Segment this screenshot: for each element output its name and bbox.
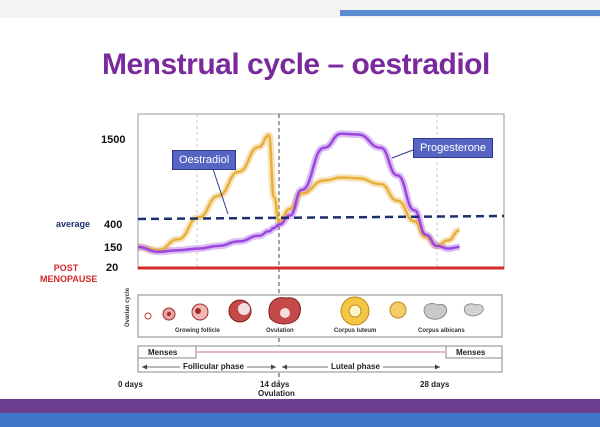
top-accent-bar	[340, 10, 600, 16]
menses-label-start: Menses	[148, 348, 178, 357]
y-tick-label-400: 400	[104, 219, 123, 231]
stage-corpus-albicans: Corpus albicans	[418, 328, 465, 334]
stage-growing-follicle: Growing follicle	[175, 328, 221, 334]
oestradiol-callout-pointer	[211, 165, 229, 215]
y-tick-label-150: 150	[104, 242, 123, 254]
average-reference-line	[137, 214, 505, 221]
x-tick-label-14-days: 14 days	[260, 380, 290, 389]
y-tick-label-20: 20	[106, 262, 119, 274]
stage-ovulation: Ovulation	[266, 328, 294, 334]
menses-label-end: Menses	[456, 348, 486, 357]
stage-corpus-luteum: Corpus luteum	[334, 328, 376, 334]
x-tick-label-28-days: 28 days	[420, 380, 450, 389]
corpus-albicans-icon	[423, 302, 448, 320]
bottom-band-blue	[0, 413, 600, 427]
progesterone-callout-pointer	[391, 149, 414, 159]
progesterone-line	[137, 132, 460, 254]
progesterone-callout: Progesterone	[413, 138, 494, 158]
luteal-phase-label: Luteal phase	[328, 362, 383, 371]
follicle-stage-1-icon	[144, 312, 152, 320]
x-tick-label-0-days: 0 days	[118, 380, 143, 389]
bottom-band-purple	[0, 399, 600, 413]
ovulation-annotation: Ovulation	[258, 389, 295, 398]
corpus-albicans-small-icon	[463, 303, 484, 317]
slide-title: Menstrual cycle – oestradiol	[102, 48, 490, 81]
post-menopause-label: POST MENOPAUSE	[40, 263, 98, 284]
y-tick-label-1500: 1500	[101, 134, 126, 146]
follicular-phase-label: Follicular phase	[180, 362, 247, 371]
follicle-drawings	[144, 296, 484, 326]
ovarian-cycle-axis-label: Ovarian cycle	[125, 287, 131, 327]
average-label: average	[56, 219, 91, 229]
corpus-luteum-small-icon	[389, 301, 407, 319]
oestradiol-callout: Oestradiol	[172, 150, 237, 170]
